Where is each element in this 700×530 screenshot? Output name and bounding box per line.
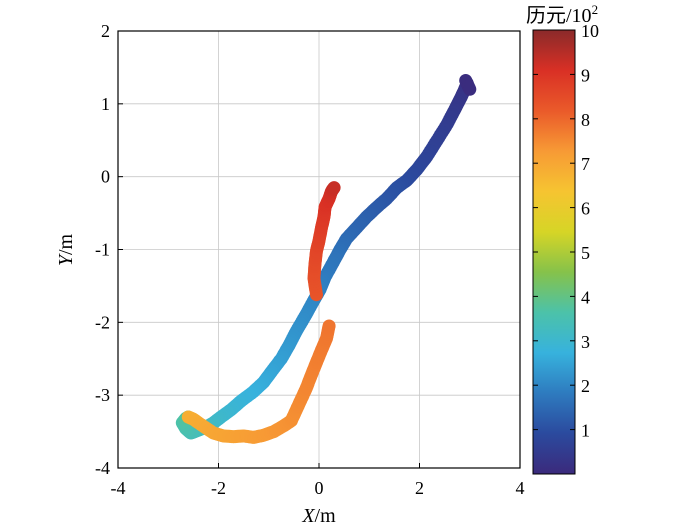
y-tick-label: -4 <box>95 458 110 478</box>
x-axis-ticks: -4 -2 0 2 4 <box>111 463 525 498</box>
colorbar-tick-label: 5 <box>581 243 590 263</box>
colorbar-tick-label: 9 <box>581 65 590 85</box>
x-tick-label: 4 <box>516 478 525 498</box>
y-tick-label: -1 <box>95 240 110 260</box>
trajectory-point <box>322 319 336 333</box>
x-tick-label: 2 <box>415 478 424 498</box>
colorbar-title: 历元/102 <box>526 2 598 27</box>
y-axis-label: Y/m <box>55 233 77 266</box>
colorbar-tick-label: 1 <box>581 421 590 441</box>
x-tick-label: -2 <box>211 478 226 498</box>
x-axis-label: X/m <box>301 505 336 527</box>
y-tick-label: -2 <box>95 312 110 332</box>
colorbar-tick-label: 7 <box>581 154 590 174</box>
x-tick-label: 0 <box>315 478 324 498</box>
y-tick-label: -3 <box>95 385 110 405</box>
trajectory-point <box>327 181 341 195</box>
colorbar-tick-label: 6 <box>581 199 590 219</box>
trajectory-points <box>175 74 477 444</box>
colorbar-tick-label: 4 <box>581 287 590 307</box>
colorbar-tick-label: 8 <box>581 110 590 130</box>
colorbar <box>532 29 576 475</box>
y-tick-label: 0 <box>101 167 110 187</box>
colorbar-tick-label: 10 <box>581 21 599 41</box>
trajectory-point <box>463 82 477 96</box>
colorbar-tick-label: 3 <box>581 332 590 352</box>
y-tick-label: 1 <box>101 94 110 114</box>
colorbar-ticks: 1 2 3 4 5 6 7 8 9 10 <box>533 21 599 441</box>
y-tick-label: 2 <box>101 21 110 41</box>
y-axis-ticks: -4 -3 -2 -1 0 1 2 <box>95 21 123 478</box>
colorbar-tick-label: 2 <box>581 376 590 396</box>
x-tick-label: -4 <box>111 478 126 498</box>
